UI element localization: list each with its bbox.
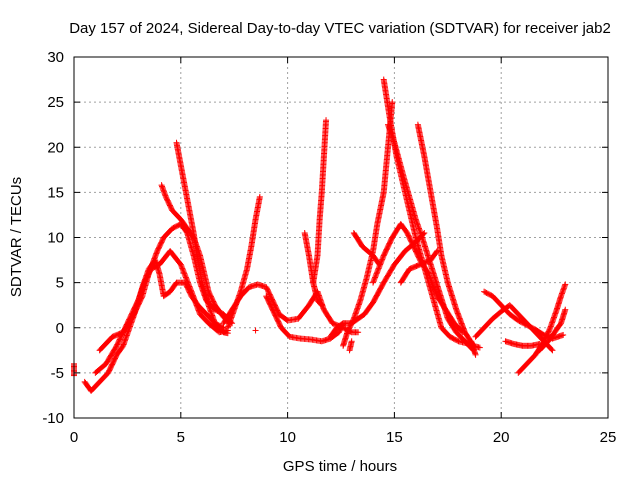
data-point-marker [116,337,123,344]
data-point-marker [184,278,191,285]
data-point-marker [185,280,192,287]
data-point-marker [180,268,187,275]
data-point-marker [114,340,121,347]
data-point-marker [185,282,192,289]
data-point-marker [187,286,194,293]
y-tick-label: -5 [51,365,64,382]
data-point-marker [224,330,231,337]
y-tick-label: 10 [47,230,64,247]
data-point-marker [116,336,123,343]
data-point-marker [183,277,190,284]
y-tick-label: 5 [56,275,64,292]
x-tick-label: 0 [70,429,78,446]
data-point-marker [256,193,263,200]
data-point-marker [355,329,362,336]
data-point-marker [186,283,193,290]
data-markers [71,76,569,394]
y-tick-label: 0 [56,320,64,337]
data-point-marker [318,302,325,309]
data-point-marker [184,279,191,286]
data-point-marker [117,335,124,342]
x-tick-label: 25 [600,429,617,446]
data-point-marker [181,270,188,277]
data-point-marker [179,266,186,273]
data-point-marker [317,301,324,308]
data-point-marker [182,273,189,280]
x-tick-label: 15 [386,429,403,446]
data-point-marker [182,274,189,281]
data-point-marker [177,261,184,268]
data-point-marker [115,339,122,346]
y-axis-label: SDTVAR / TECUs [8,177,25,297]
data-point-marker [114,341,121,348]
x-tick-label: 5 [177,429,185,446]
data-point-marker [180,269,187,276]
data-point-marker [178,262,185,269]
x-tick-label: 20 [493,429,510,446]
data-point-marker [179,265,186,272]
data-point-marker [183,275,190,282]
y-tick-label: 25 [47,94,64,111]
data-point-marker [187,287,194,294]
data-point-marker [181,271,188,278]
y-tick-label: 20 [47,139,64,156]
data-point-marker [186,284,193,291]
y-tick-label: -10 [42,410,64,427]
data-point-marker [252,327,259,334]
y-tick-label: 30 [47,49,64,66]
x-tick-label: 10 [279,429,296,446]
y-tick-label: 15 [47,184,64,201]
data-point-marker [178,264,185,271]
data-point-marker [138,294,145,301]
data-point-marker [113,342,120,349]
chart-title: Day 157 of 2024, Sidereal Day-to-day VTE… [69,20,611,37]
x-axis-label: GPS time / hours [283,458,397,475]
